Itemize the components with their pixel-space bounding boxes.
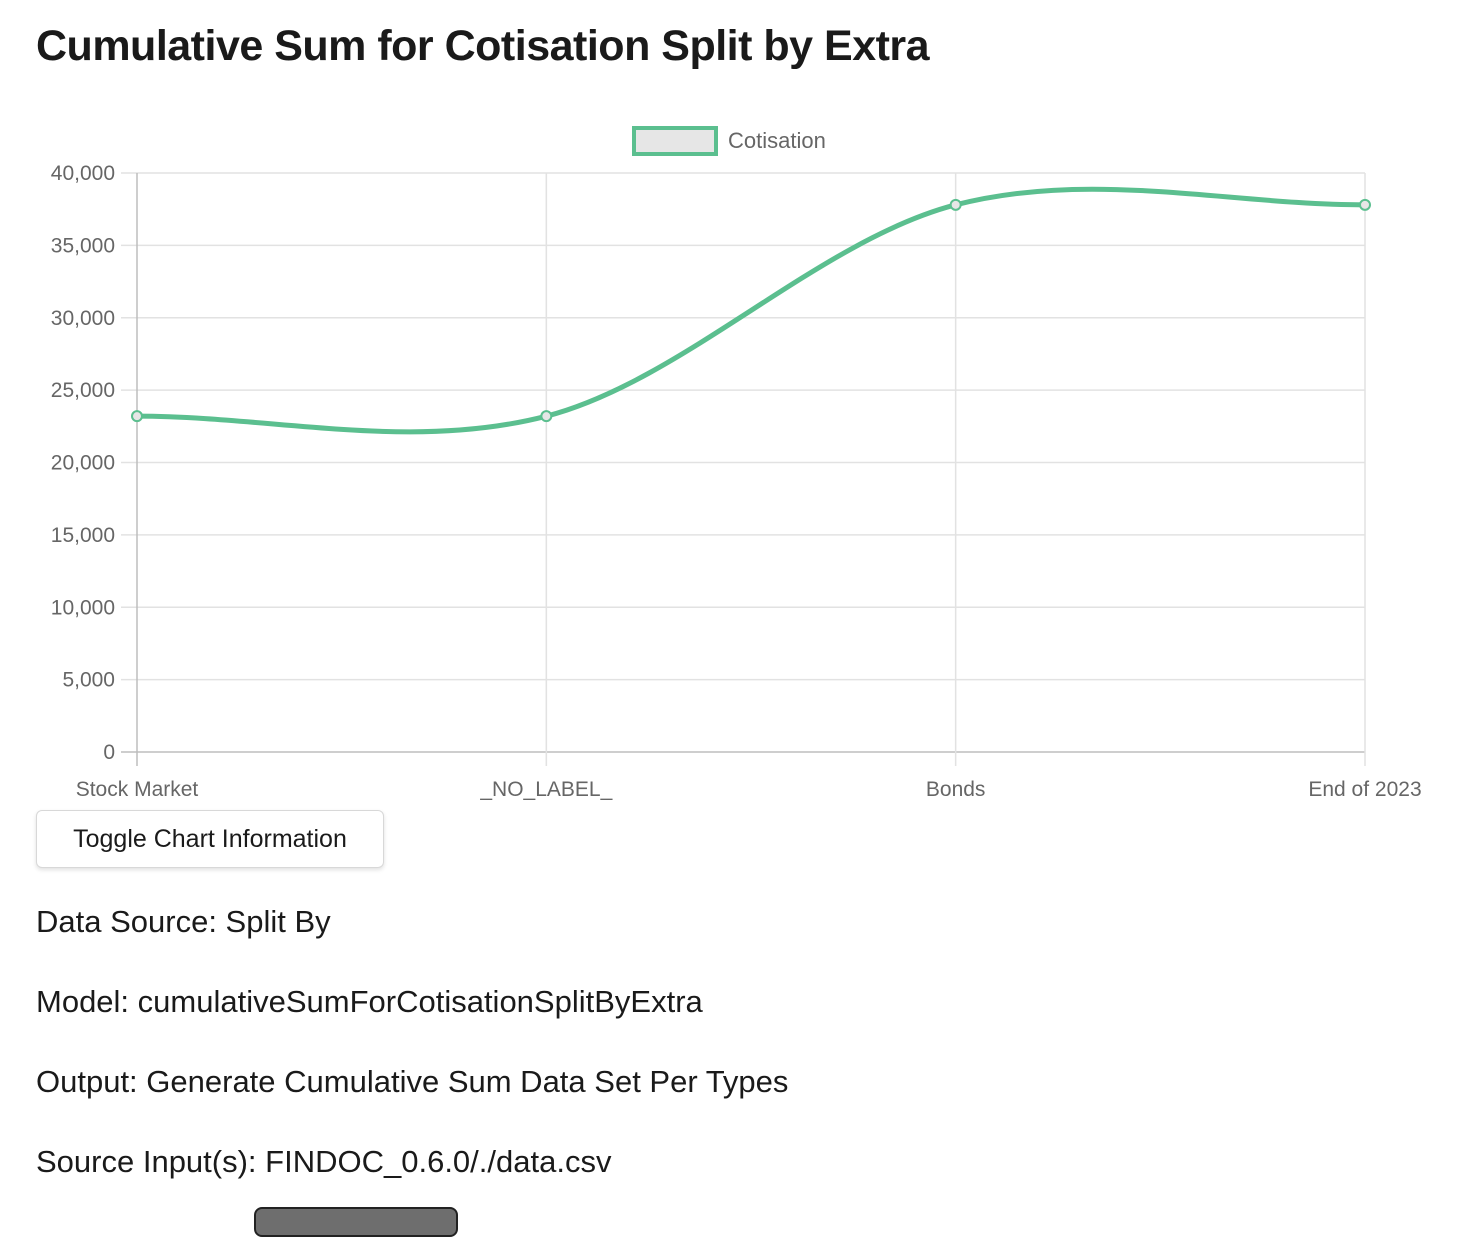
y-tick-label: 40,000 [51, 162, 115, 185]
y-tick-label: 5,000 [62, 669, 115, 692]
y-tick-label: 25,000 [51, 379, 115, 402]
data-point [540, 410, 553, 423]
data-point [131, 410, 143, 423]
y-tick-label: 10,000 [51, 596, 115, 619]
partial-button[interactable] [254, 1207, 458, 1237]
x-tick-label: End of 2023 [1308, 778, 1421, 801]
x-tick-label: Stock Market [76, 778, 199, 801]
page-title: Cumulative Sum for Cotisation Split by E… [36, 22, 930, 70]
data-source-text: Data Source: Split By [36, 904, 331, 939]
toggle-chart-info-button[interactable]: Toggle Chart Information [36, 810, 384, 868]
source-inputs-text: Source Input(s): FINDOC_0.6.0/./data.csv [36, 1144, 612, 1179]
series-line-cotisation [134, 186, 1368, 435]
chart-info: Data Source: Split By Model: cumulativeS… [36, 905, 788, 1225]
y-tick-label: 30,000 [51, 307, 115, 330]
output-text: Output: Generate Cumulative Sum Data Set… [36, 1064, 789, 1099]
data-point [1359, 198, 1371, 211]
model-text: Model: cumulativeSumForCotisationSplitBy… [36, 984, 703, 1019]
x-tick-label: Bonds [926, 778, 986, 801]
data-point [949, 198, 962, 211]
line-chart: 0 5,000 10,000 15,000 20,000 25,000 30,000 35,0… [51, 126, 1422, 801]
legend-swatch [632, 126, 718, 156]
y-tick-label: 20,000 [51, 452, 115, 475]
x-tick-label: _NO_LABEL_ [479, 778, 612, 801]
y-tick-label: 35,000 [51, 234, 115, 257]
y-tick-label: 0 [103, 741, 115, 764]
y-tick-label: 15,000 [51, 524, 115, 547]
legend-label: Cotisation [728, 128, 826, 153]
